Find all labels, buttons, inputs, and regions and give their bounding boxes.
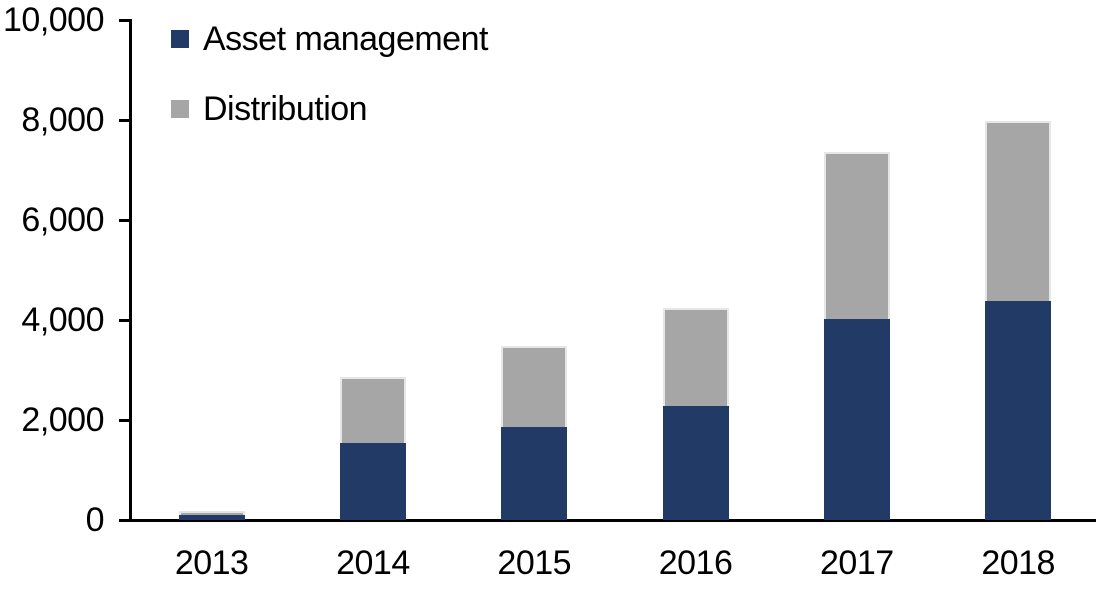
bar-2017-segment-distribution (823, 152, 890, 319)
x-axis-label-2013: 2013 (174, 544, 249, 582)
bar-2015-segment-distribution (501, 345, 568, 427)
legend-swatch-distribution-icon (171, 100, 189, 118)
y-axis-tick-label: 0 (85, 501, 105, 539)
y-axis-tick-label: 10,000 (3, 1, 105, 39)
y-axis-tick-mark (119, 518, 132, 522)
y-axis-tick-label: 4,000 (21, 301, 104, 339)
bar-2017-segment-asset-management (823, 319, 890, 520)
y-axis-tick-mark (119, 18, 132, 22)
y-axis-tick-mark (119, 118, 132, 122)
x-axis-label-2017: 2017 (820, 544, 894, 582)
x-axis-label-2018: 2018 (981, 544, 1055, 582)
bar-2014-segment-distribution (339, 377, 406, 443)
legend-swatch-asset-management-icon (171, 30, 189, 48)
y-axis-tick-mark (119, 218, 132, 222)
x-axis-line (119, 519, 1096, 522)
bar-2014-segment-asset-management (339, 443, 406, 520)
x-axis-label-2016: 2016 (658, 544, 733, 582)
bar-2013-segment-asset-management (178, 514, 245, 520)
x-axis-label-2015: 2015 (497, 544, 572, 582)
legend-item-distribution: Distribution (171, 90, 368, 128)
bar-2013-segment-distribution (178, 510, 245, 515)
bar-2016-segment-distribution (662, 308, 729, 406)
bar-2015-segment-asset-management (501, 426, 568, 520)
y-axis-tick-label: 2,000 (21, 401, 104, 439)
bar-2016-segment-asset-management (662, 405, 729, 520)
y-axis-line (129, 19, 132, 522)
legend-label-distribution: Distribution (203, 90, 368, 128)
legend-label-asset-management: Asset management (203, 20, 488, 58)
y-axis-tick-label: 8,000 (21, 101, 104, 139)
x-axis-label-2014: 2014 (336, 544, 410, 582)
bar-2018-segment-distribution (985, 121, 1052, 301)
legend-item-asset-management: Asset management (171, 21, 488, 57)
y-axis-tick-mark (119, 418, 132, 422)
y-axis-tick-mark (119, 318, 132, 322)
bar-2018-segment-asset-management (985, 300, 1052, 520)
y-axis-tick-label: 6,000 (21, 201, 104, 239)
